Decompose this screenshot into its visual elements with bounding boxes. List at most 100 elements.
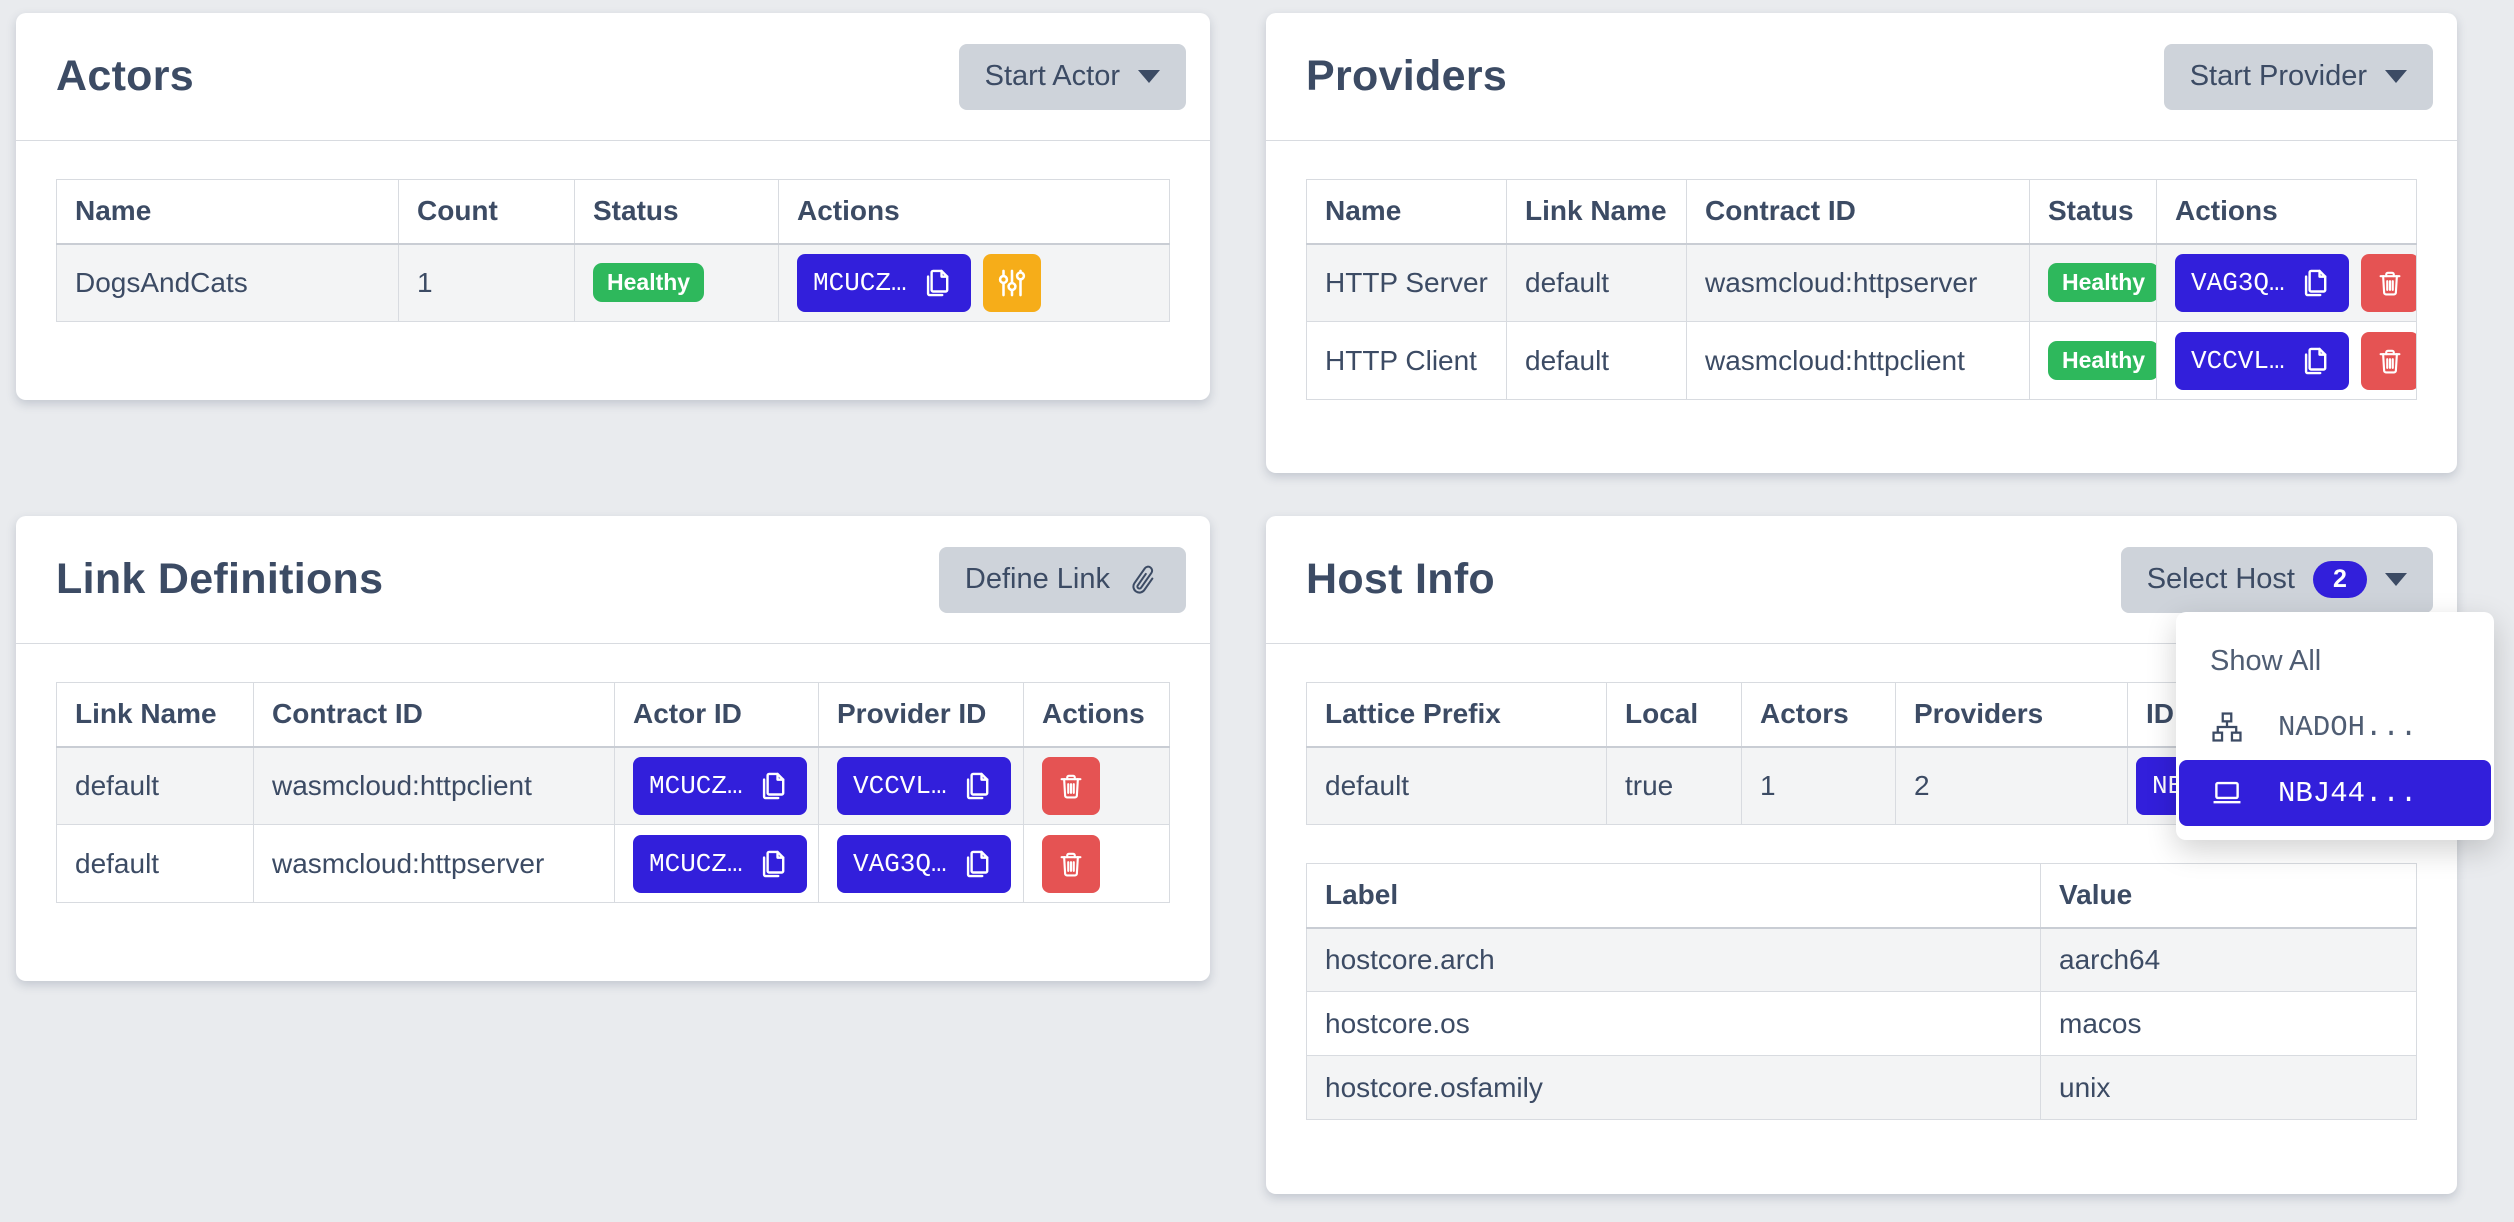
providers-title: Providers	[1306, 52, 1507, 101]
provider-status-cell: Healthy	[2030, 244, 2157, 322]
provider-contract-cell: wasmcloud:httpclient	[1687, 322, 2030, 400]
actor-name-cell: DogsAndCats	[57, 244, 399, 322]
table-header-row: Label Value	[1307, 864, 2417, 928]
provider-id-label: VAG3Q…	[2191, 268, 2285, 298]
column-header: Status	[575, 180, 779, 244]
table-row: HTTP Server default wasmcloud:httpserver…	[1307, 244, 2417, 322]
label-cell: hostcore.osfamily	[1307, 1056, 2041, 1120]
label-cell: hostcore.os	[1307, 992, 2041, 1056]
copy-provider-id-button[interactable]: VAG3Q…	[837, 835, 1011, 893]
providers-table: Name Link Name Contract ID Status Action…	[1306, 179, 2417, 400]
host-labels-table: Label Value hostcore.arch aarch64 hostco…	[1306, 863, 2417, 1120]
start-provider-label: Start Provider	[2190, 60, 2367, 93]
copy-icon	[961, 769, 995, 803]
table-row: default wasmcloud:httpclient MCUCZ… VCCV…	[57, 747, 1170, 825]
actor-status-cell: Healthy	[575, 244, 779, 322]
host-option-label: NADOH...	[2278, 711, 2417, 744]
provider-contract-cell: wasmcloud:httpserver	[1687, 244, 2030, 322]
caret-down-icon	[2385, 70, 2407, 83]
table-row: HTTP Client default wasmcloud:httpclient…	[1307, 322, 2417, 400]
provider-name-cell: HTTP Server	[1307, 244, 1507, 322]
link-name-cell: default	[57, 825, 254, 903]
host-option-label: NBJ44...	[2278, 777, 2417, 810]
table-row: hostcore.os macos	[1307, 992, 2417, 1056]
value-cell: macos	[2041, 992, 2417, 1056]
table-row: hostcore.arch aarch64	[1307, 928, 2417, 992]
host-select-dropdown-menu: Show All NADOH... NBJ44...	[2176, 612, 2494, 840]
provider-id-label: VCCVL…	[853, 771, 947, 801]
label-cell: hostcore.arch	[1307, 928, 2041, 992]
stop-provider-button[interactable]	[2361, 332, 2417, 390]
provider-actions-cell: VCCVL…	[2157, 322, 2417, 400]
scale-actor-button[interactable]	[983, 254, 1041, 312]
column-header: Count	[399, 180, 575, 244]
providers-panel-body: Name Link Name Contract ID Status Action…	[1266, 141, 2457, 400]
copy-actor-id-button[interactable]: MCUCZ…	[633, 757, 807, 815]
actors-title: Actors	[56, 52, 194, 101]
copy-icon	[757, 847, 791, 881]
actors-table: Name Count Status Actions DogsAndCats 1 …	[56, 179, 1170, 322]
status-badge: Healthy	[2048, 263, 2157, 302]
copy-actor-id-button[interactable]: MCUCZ…	[797, 254, 971, 312]
washboard-page: Actors Start Actor Name Count Status Act…	[0, 0, 2514, 1222]
column-header: Actions	[779, 180, 1170, 244]
link-contract-cell: wasmcloud:httpserver	[254, 825, 615, 903]
link-actions-cell	[1024, 747, 1170, 825]
define-link-button[interactable]: Define Link	[939, 547, 1186, 613]
stop-provider-button[interactable]	[2361, 254, 2417, 312]
link-provider-cell: VAG3Q…	[819, 825, 1024, 903]
column-header: Contract ID	[254, 683, 615, 747]
copy-icon	[757, 769, 791, 803]
table-row: default wasmcloud:httpserver MCUCZ… VAG3…	[57, 825, 1170, 903]
column-header: Link Name	[57, 683, 254, 747]
actors-count-cell: 1	[1742, 747, 1896, 825]
link-definitions-header: Link Definitions Define Link	[16, 516, 1210, 644]
select-host-button[interactable]: Select Host 2	[2121, 547, 2433, 613]
copy-provider-id-button[interactable]: VCCVL…	[837, 757, 1011, 815]
start-actor-button[interactable]: Start Actor	[959, 44, 1186, 110]
table-row: hostcore.osfamily unix	[1307, 1056, 2417, 1120]
start-actor-label: Start Actor	[985, 60, 1120, 93]
link-actor-cell: MCUCZ…	[615, 747, 819, 825]
delete-link-button[interactable]	[1042, 757, 1100, 815]
delete-link-button[interactable]	[1042, 835, 1100, 893]
actor-id-label: MCUCZ…	[813, 268, 907, 298]
providers-count-cell: 2	[1896, 747, 2128, 825]
start-provider-button[interactable]: Start Provider	[2164, 44, 2433, 110]
lattice-prefix-cell: default	[1307, 747, 1607, 825]
column-header: Provider ID	[819, 683, 1024, 747]
trash-icon	[2375, 268, 2405, 298]
copy-provider-id-button[interactable]: VAG3Q…	[2175, 254, 2349, 312]
column-header: Value	[2041, 864, 2417, 928]
laptop-icon	[2210, 776, 2244, 810]
actors-panel-body: Name Count Status Actions DogsAndCats 1 …	[16, 141, 1210, 322]
dropdown-item-host-nadoh[interactable]: NADOH...	[2176, 694, 2494, 760]
dropdown-item-show-all[interactable]: Show All	[2176, 628, 2494, 694]
value-cell: unix	[2041, 1056, 2417, 1120]
provider-id-label: VCCVL…	[2191, 346, 2285, 376]
host-info-title: Host Info	[1306, 555, 1495, 604]
copy-actor-id-button[interactable]: MCUCZ…	[633, 835, 807, 893]
column-header: Name	[57, 180, 399, 244]
copy-icon	[2299, 266, 2333, 300]
local-cell: true	[1607, 747, 1742, 825]
copy-icon	[921, 266, 955, 300]
provider-linkname-cell: default	[1507, 244, 1687, 322]
copy-icon	[961, 847, 995, 881]
trash-icon	[1056, 849, 1086, 879]
caret-down-icon	[1138, 70, 1160, 83]
trash-icon	[2375, 346, 2405, 376]
copy-provider-id-button[interactable]: VCCVL…	[2175, 332, 2349, 390]
actor-id-label: MCUCZ…	[649, 771, 743, 801]
actors-panel-header: Actors Start Actor	[16, 13, 1210, 141]
table-header-row: Name Count Status Actions	[57, 180, 1170, 244]
copy-icon	[2299, 344, 2333, 378]
column-header: Label	[1307, 864, 2041, 928]
sitemap-icon	[2210, 710, 2244, 744]
host-count-badge: 2	[2313, 561, 2367, 598]
column-header: Actions	[2157, 180, 2417, 244]
dropdown-item-host-nbj44[interactable]: NBJ44...	[2179, 760, 2491, 826]
sliders-icon	[995, 266, 1029, 300]
caret-down-icon	[2385, 573, 2407, 586]
link-contract-cell: wasmcloud:httpclient	[254, 747, 615, 825]
